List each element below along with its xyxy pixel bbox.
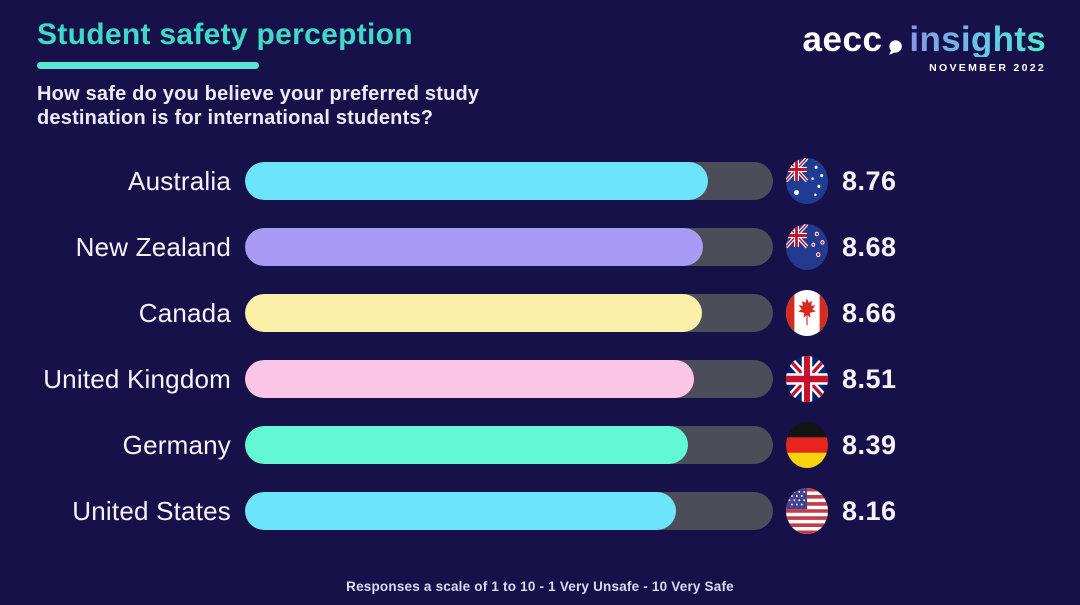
category-label: United Kingdom	[43, 363, 231, 394]
survey-question-line1: How safe do you believe your preferred s…	[37, 83, 480, 105]
category-label: New Zealand	[75, 231, 231, 262]
score-value: 8.76	[842, 165, 897, 196]
score-value: 8.68	[842, 231, 897, 262]
category-label: United States	[72, 495, 231, 526]
bar-fill	[245, 426, 688, 464]
bar-track	[245, 294, 773, 332]
category-label: Canada	[138, 297, 231, 328]
bar-fill	[245, 360, 695, 398]
survey-question: How safe do you believe your preferred s…	[37, 82, 479, 130]
score-value: 8.66	[842, 297, 897, 328]
header: Student safety perception How safe do yo…	[0, 0, 1080, 130]
bar-chart: Australia 8.76	[20, 148, 897, 544]
chart-row: Germany 8.39	[20, 412, 897, 478]
bar-track	[245, 492, 773, 530]
logo-brand-text: aecc	[802, 20, 883, 59]
bar-track	[245, 228, 773, 266]
page-title: Student safety perception	[37, 18, 413, 51]
bar-track	[245, 426, 773, 464]
bar-fill	[245, 492, 676, 530]
title-block: Student safety perception How safe do yo…	[37, 18, 479, 130]
bar-track	[245, 162, 773, 200]
bar-fill	[245, 162, 708, 200]
score-value: 8.51	[842, 363, 897, 394]
germany-flag-icon	[786, 422, 828, 468]
scale-note: Responses a scale of 1 to 10 - 1 Very Un…	[346, 579, 734, 594]
chart-row: New Zealand 8.68	[20, 214, 897, 280]
chart-row: Canada 8.66	[20, 280, 897, 346]
logo-pin-icon	[889, 40, 903, 55]
united-states-flag-icon	[786, 488, 828, 534]
category-label: Australia	[128, 165, 231, 196]
bar-fill	[245, 294, 703, 332]
logo-date: NOVEMBER 2022	[929, 62, 1046, 74]
chart-row: Australia 8.76	[20, 148, 897, 214]
survey-question-line2: destination is for international student…	[37, 107, 434, 129]
united-kingdom-flag-icon	[786, 356, 828, 402]
title-underline	[37, 62, 259, 69]
australia-flag-icon	[786, 158, 828, 204]
bar-fill	[245, 228, 704, 266]
bar-track	[245, 360, 773, 398]
logo-product-text: insights	[909, 20, 1046, 59]
brand-logo: aecc insights NOVEMBER 2022	[803, 18, 1046, 74]
canada-flag-icon	[786, 290, 828, 336]
chart-row: United States 8.16	[20, 478, 897, 544]
new-zealand-flag-icon	[786, 224, 828, 270]
score-value: 8.16	[842, 495, 897, 526]
category-label: Germany	[122, 429, 231, 460]
chart-row: United Kingdom 8.51	[20, 346, 897, 412]
score-value: 8.39	[842, 429, 897, 460]
